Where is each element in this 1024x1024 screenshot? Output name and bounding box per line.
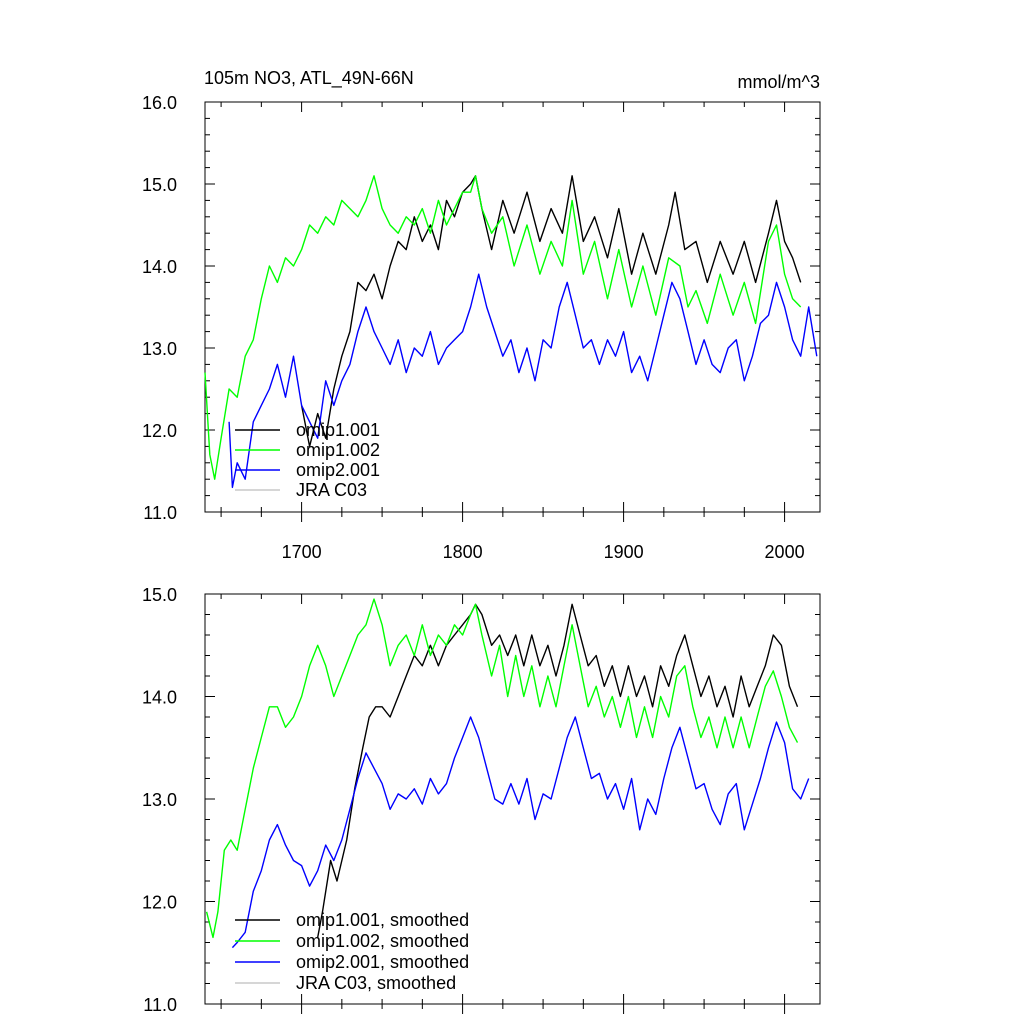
legend-label: omip1.001 <box>296 420 380 440</box>
y-tick-label: 13.0 <box>142 790 177 810</box>
series-line-1 <box>205 598 799 939</box>
x-tick-label: 2000 <box>765 542 805 562</box>
series-line-0 <box>317 603 799 938</box>
series-line-2 <box>228 273 818 489</box>
legend-label: JRA C03, smoothed <box>296 973 456 993</box>
legend-label: omip1.002, smoothed <box>296 931 469 951</box>
y-tick-label: 13.0 <box>142 339 177 359</box>
x-tick-label: 1700 <box>282 542 322 562</box>
bottom-panel: 11.0 12.0 13.0 14.0 15.0 omip1.001, smoothed… <box>142 585 821 1015</box>
legend-label: omip2.001, smoothed <box>296 952 469 972</box>
y-tick-label: 11.0 <box>143 995 177 1015</box>
top-panel: 105m NO3, ATL_49N-66N mmol/m^3 11.012.01… <box>142 68 821 562</box>
series-line-1 <box>204 175 802 480</box>
axis-ticks: 11.0 12.0 13.0 14.0 15.0 16.0 1700 1800 1900 2000 <box>142 93 820 562</box>
chart-title: 105m NO3, ATL_49N-66N <box>204 68 414 89</box>
y-tick-label: 11.0 <box>143 503 177 523</box>
units-label: mmol/m^3 <box>738 72 820 92</box>
y-tick-label: 15.0 <box>142 175 177 195</box>
y-tick-label: 15.0 <box>142 585 177 605</box>
x-tick-label: 1900 <box>604 542 644 562</box>
series-line-2 <box>231 716 810 949</box>
axis-ticks: 11.0 12.0 13.0 14.0 15.0 <box>142 585 820 1015</box>
plot-frame <box>204 101 821 513</box>
x-tick-label: 1800 <box>443 542 483 562</box>
legend-label: omip2.001 <box>296 460 380 480</box>
y-tick-label: 16.0 <box>142 93 177 113</box>
series-lines <box>205 598 810 949</box>
y-tick-label: 14.0 <box>142 257 177 277</box>
legend-label: omip1.002 <box>296 440 380 460</box>
y-tick-label: 12.0 <box>142 421 177 441</box>
series-lines <box>204 175 818 489</box>
y-tick-label: 14.0 <box>142 688 177 708</box>
series-line-0 <box>300 175 802 448</box>
legend-label: omip1.001, smoothed <box>296 910 469 930</box>
legend-label: JRA C03 <box>296 480 367 500</box>
y-tick-label: 12.0 <box>142 893 177 913</box>
